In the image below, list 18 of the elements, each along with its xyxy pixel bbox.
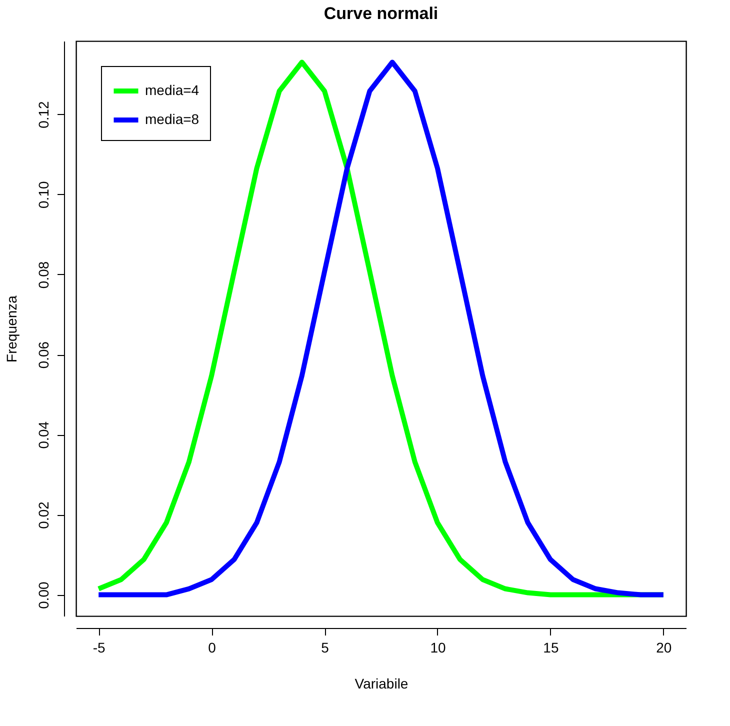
- y-tick-label: 0.10: [36, 181, 52, 208]
- x-tick-label: 15: [543, 640, 559, 656]
- chart-title: Curve normali: [324, 4, 438, 23]
- x-tick-label: 5: [321, 640, 330, 656]
- x-tick-label: 10: [430, 640, 446, 656]
- x-tick-label: -5: [92, 640, 106, 656]
- x-tick-label: 0: [208, 640, 216, 656]
- y-axis-title: Frequenza: [4, 295, 20, 362]
- y-tick-label: 0.06: [36, 341, 52, 369]
- x-tick-label: 20: [656, 640, 672, 656]
- x-axis-title: Variabile: [354, 676, 408, 692]
- y-tick-label: 0.04: [36, 421, 52, 449]
- legend-label: media=8: [145, 111, 200, 127]
- y-tick-label: 0.08: [36, 261, 52, 289]
- y-tick-label: 0.12: [36, 100, 52, 128]
- y-tick-label: 0.02: [36, 501, 52, 529]
- y-tick-label: 0.00: [36, 581, 52, 609]
- legend-label: media=4: [145, 82, 200, 98]
